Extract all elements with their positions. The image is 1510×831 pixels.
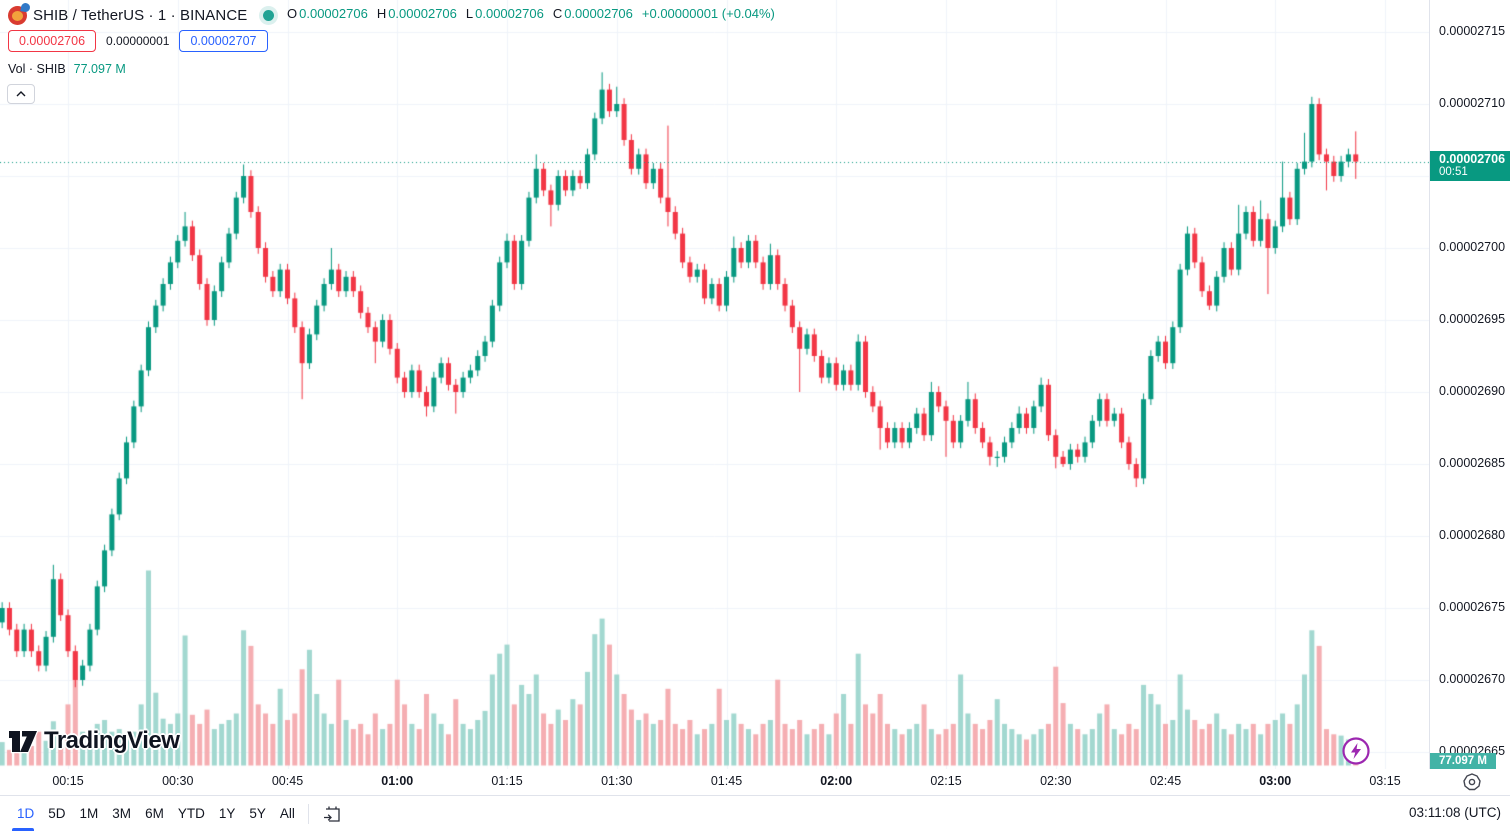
price-tick-label: 0.00002690 — [1439, 384, 1506, 398]
volume-study-value: 77.097 M — [73, 62, 126, 76]
volume-row: Vol · SHIB 77.097 M — [8, 62, 126, 76]
range-button-5y[interactable]: 5Y — [249, 806, 266, 821]
go-to-date-button[interactable] — [319, 801, 345, 827]
shib-coin-logo-icon — [8, 5, 27, 25]
bar-countdown: 00:51 — [1439, 165, 1468, 178]
time-axis[interactable]: 00:15 00:30 00:45 01:00 01:15 01:30 01:45 02:00… — [0, 769, 1429, 795]
price-tick-label: 0.00002675 — [1439, 600, 1506, 614]
range-button-all[interactable]: All — [279, 806, 295, 821]
price-tick-label: 0.00002685 — [1439, 456, 1506, 470]
time-tick-label: 01:30 — [601, 774, 633, 788]
range-button-1d[interactable]: 1D — [17, 806, 35, 821]
axis-corner — [1429, 769, 1510, 795]
price-axis[interactable]: 0.00002715 0.00002710 0.00002700 0.00002695… — [1429, 0, 1510, 769]
time-tick-label: 01:15 — [491, 774, 523, 788]
market-open-dot-icon[interactable] — [263, 9, 275, 21]
time-tick-label: 03:15 — [1369, 774, 1401, 788]
symbol-row: SHIB / TetherUS · 1 · BINANCE — [8, 4, 275, 26]
time-tick-label: 01:00 — [381, 774, 414, 788]
lightning-button[interactable] — [1341, 736, 1371, 766]
calendar-go-to-icon — [323, 806, 340, 822]
low-value: 0.00002706 — [475, 6, 544, 21]
high-value: 0.00002706 — [388, 6, 457, 21]
bid-button[interactable]: 0.00002706 — [8, 30, 97, 52]
change-value: +0.00000001 (+0.04%) — [641, 6, 775, 21]
date-range-buttons: 1D 5D 1M 3M 6M YTD 1Y 5Y All — [10, 801, 302, 826]
price-tick-label: 0.00002695 — [1439, 312, 1506, 326]
ask-button[interactable]: 0.00002707 — [179, 30, 268, 52]
time-tick-label: 03:00 — [1259, 774, 1292, 788]
close-value: 0.00002706 — [564, 6, 633, 21]
bottom-toolbar: 1D 5D 1M 3M 6M YTD 1Y 5Y All — [0, 795, 1510, 831]
range-button-1y[interactable]: 1Y — [218, 806, 236, 821]
clock-utc[interactable]: 03:11:08 (UTC) — [1408, 805, 1501, 820]
chart-settings-gear-button[interactable] — [1462, 772, 1482, 792]
time-tick-label: 00:15 — [52, 774, 84, 788]
ohlc-row: O 0.00002706 H 0.00002706 L 0.00002706 C 0.0… — [287, 6, 775, 21]
quote-row: 0.00002706 0.00000001 0.00002707 — [8, 30, 268, 52]
time-tick-label: 00:30 — [162, 774, 194, 788]
range-button-5d[interactable]: 5D — [48, 806, 66, 821]
time-tick-label: 01:45 — [710, 774, 743, 788]
range-button-1m[interactable]: 1M — [79, 806, 99, 821]
price-tick-label: 0.00002680 — [1439, 528, 1506, 542]
last-price-value: 0.00002706 — [1439, 151, 1506, 166]
chart-canvas[interactable] — [0, 0, 1429, 769]
low-label: L — [465, 6, 474, 21]
gear-icon — [1463, 773, 1481, 791]
active-range-underline — [12, 828, 34, 831]
symbol-title[interactable]: SHIB / TetherUS · 1 · BINANCE — [33, 6, 248, 24]
close-label: C — [552, 6, 563, 21]
spread-value: 0.00000001 — [106, 34, 170, 48]
last-price-label: 0.00002706 00:51 — [1430, 150, 1510, 181]
collapse-panel-button[interactable] — [7, 84, 35, 104]
range-button-6m[interactable]: 6M — [145, 806, 164, 821]
time-tick-label: 02:15 — [930, 774, 962, 788]
range-button-3m[interactable]: 3M — [112, 806, 132, 821]
price-tick-label: 0.00002670 — [1439, 672, 1506, 686]
time-tick-label: 02:45 — [1149, 774, 1182, 788]
lightning-bolt-icon — [1351, 743, 1361, 759]
price-tick-label: 0.00002710 — [1439, 96, 1506, 110]
volume-study-label: Vol · SHIB — [8, 62, 66, 76]
chevron-up-icon — [16, 91, 26, 97]
price-tick-label: 0.00002700 — [1439, 240, 1506, 254]
high-label: H — [376, 6, 387, 21]
open-label: O — [287, 6, 298, 21]
toolbar-divider — [307, 803, 309, 824]
volume-axis-label: 77.097 M — [1430, 753, 1496, 769]
time-tick-label: 02:30 — [1040, 774, 1072, 788]
time-tick-label: 00:45 — [271, 774, 304, 788]
open-value: 0.00002706 — [299, 6, 368, 21]
price-tick-label: 0.00002715 — [1439, 24, 1506, 38]
range-button-ytd[interactable]: YTD — [177, 806, 205, 821]
time-tick-label: 02:00 — [820, 774, 853, 788]
